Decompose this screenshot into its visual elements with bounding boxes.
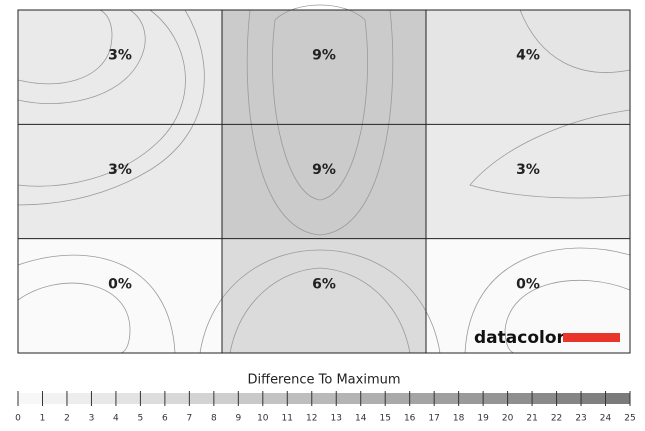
colorbar-tick-label: 8 [211,414,217,424]
cell [18,238,222,353]
cell-label: 3% [108,162,132,178]
colorbar-segment [66,393,92,404]
colorbar-tick-label: 21 [526,414,537,424]
cell [222,10,426,125]
colorbar-segment [262,393,288,404]
colorbar-tick-label: 22 [551,414,562,424]
colorbar-segment [556,393,582,404]
contour [229,267,411,354]
cell [222,238,426,353]
colorbar-segment [18,393,43,404]
colorbar-segment [238,393,263,404]
colorbar-segment [287,393,312,404]
cell-label: 4% [516,48,540,64]
colorbar-tick-label: 11 [282,414,293,424]
colorbar-tick-label: 16 [404,414,416,424]
colorbar-segment [140,393,165,404]
colorbar-tick-label: 23 [575,414,586,424]
colorbar-segment [213,393,239,404]
colorbar-segment [483,393,508,404]
cell-label: 9% [312,48,336,64]
colorbar-tick-label: 5 [138,414,144,424]
colorbar-title: Difference To Maximum [247,373,400,388]
colorbar-segment [434,393,459,404]
colorbar-tick-label: 10 [257,414,269,424]
colorbar-tick-label: 7 [186,414,192,424]
grid [17,9,631,354]
cell-label: 3% [108,48,132,64]
contour [17,9,146,105]
colorbar-segment [164,393,190,404]
contour [199,249,441,354]
colorbar-segment [115,393,141,404]
colorbar-tick-label: 17 [428,414,439,424]
colorbar-segment [311,393,337,404]
colorbar-tick-label: 25 [624,414,635,424]
colorbar-segment [507,393,533,404]
colorbar-tick-label: 18 [453,414,465,424]
contour [272,4,368,201]
cell [18,10,222,125]
colorbar-tick-label: 4 [113,414,119,424]
colorbar-segment [91,393,116,404]
colorbar-tick-label: 13 [331,414,342,424]
cell [222,124,426,239]
colorbar-tick-label: 6 [162,414,168,424]
colorbar-tick-label: 15 [379,414,390,424]
colorbar-tick-label: 19 [477,414,489,424]
colorbar-segment [409,393,435,404]
colorbar-tick-label: 20 [502,414,514,424]
cell [426,10,630,125]
cell-label: 9% [312,162,336,178]
contour [17,254,176,354]
contour [17,9,113,85]
contour [246,9,394,236]
colorbar-tick-label: 2 [64,414,70,424]
colorbar-segment [532,393,557,404]
colorbar-segment [581,393,606,404]
cell [18,124,222,239]
colorbar-segment [385,393,410,404]
colorbar-tick-label: 3 [89,414,95,424]
contour [504,280,631,354]
cell-label: 0% [516,276,540,292]
colorbar-tick-label: 24 [600,414,612,424]
cell-label: 3% [516,162,540,178]
contour [464,247,631,354]
cell-label: 0% [108,276,132,292]
colorbar-tick-label: 12 [306,414,317,424]
colorbar-segment [336,393,361,404]
colorbar-segment [189,393,214,404]
contour [17,282,131,354]
colorbar-tick-label: 9 [235,414,241,424]
contour [17,9,205,206]
colorbar-segment [605,393,630,404]
brand: datacolor [474,328,566,348]
colorbar-tick-label: 0 [15,414,21,424]
brand-bar [563,333,620,342]
colorbar-tick-label: 1 [40,414,46,424]
cell-label: 6% [312,276,336,292]
cell [426,124,630,239]
plot-border [17,9,631,354]
colorbar-segment [360,393,386,404]
contour [17,9,186,187]
colorbar-segment [42,393,67,404]
colorbar-segment [458,393,484,404]
contours [17,4,631,354]
colorbar-tick-label: 14 [355,414,367,424]
contour [519,9,631,73]
